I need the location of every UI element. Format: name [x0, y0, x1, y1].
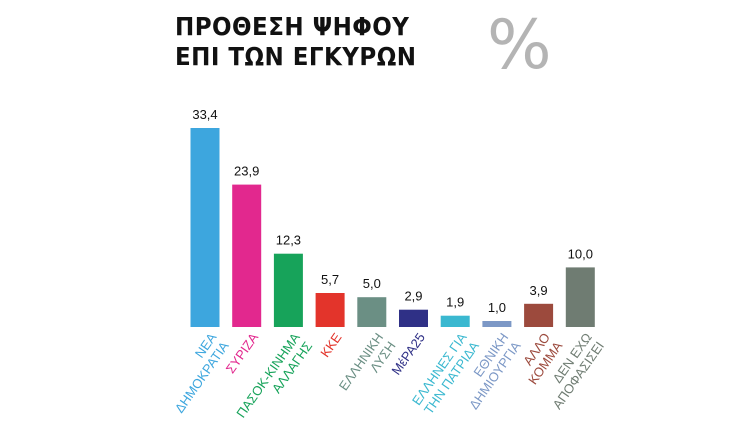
- bar-0: [190, 128, 220, 327]
- chart-title-line-2: ΕΠΙ ΤΩΝ ΕΓΚΥΡΩΝ: [175, 42, 417, 71]
- bar-8: [524, 303, 554, 327]
- bar-7: [482, 321, 512, 327]
- value-label-6: 1,9: [446, 295, 464, 310]
- value-label-1: 23,9: [234, 164, 259, 179]
- bar-6: [440, 315, 470, 327]
- bar-2: [273, 253, 303, 327]
- category-label-5-line-0: ΜέΡΑ25: [388, 330, 428, 377]
- category-label-5: ΜέΡΑ25: [388, 330, 428, 377]
- value-label-0: 33,4: [192, 107, 217, 122]
- value-label-9: 10,0: [568, 246, 593, 261]
- chart-title-line-1: ΠΡΟΘΕΣΗ ΨΗΦΟΥ: [175, 12, 410, 41]
- bar-5: [399, 309, 428, 327]
- value-label-2: 12,3: [276, 233, 301, 248]
- value-label-4: 5,0: [363, 276, 381, 291]
- bar-1: [232, 184, 262, 327]
- bar-9: [565, 267, 595, 327]
- value-label-7: 1,0: [488, 300, 506, 315]
- bar-4: [357, 297, 387, 327]
- value-label-3: 5,7: [321, 272, 339, 287]
- category-label-3: ΚΚΕ: [317, 330, 344, 360]
- percent-symbol: %: [487, 6, 552, 85]
- category-label-1-line-0: ΣΥΡΙΖΑ: [223, 330, 262, 376]
- category-label-3-line-0: ΚΚΕ: [317, 330, 344, 360]
- category-label-1: ΣΥΡΙΖΑ: [223, 330, 262, 376]
- bar-3: [315, 293, 345, 327]
- value-label-8: 3,9: [530, 283, 548, 298]
- value-label-5: 2,9: [404, 289, 422, 304]
